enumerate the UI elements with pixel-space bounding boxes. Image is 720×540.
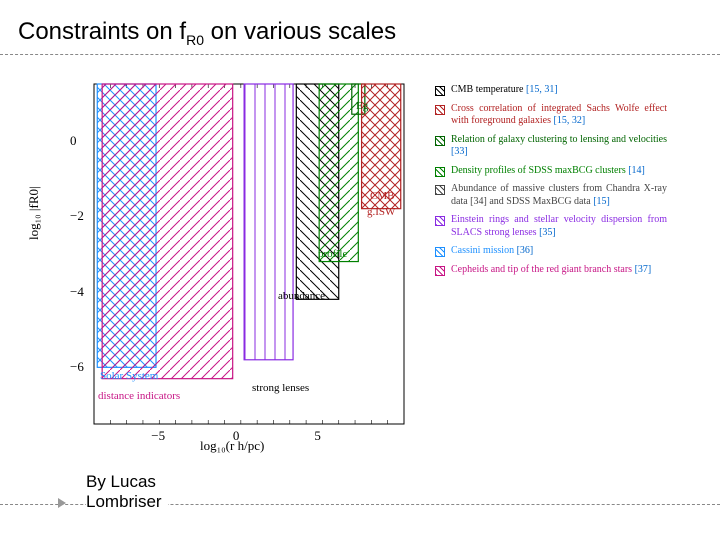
plot-label: strong lenses bbox=[252, 382, 309, 394]
legend-swatch bbox=[435, 247, 445, 257]
plot-svg bbox=[60, 80, 420, 460]
title-suffix: on various scales bbox=[204, 18, 396, 45]
legend-swatch bbox=[435, 167, 445, 177]
y-tick: −4 bbox=[70, 284, 84, 300]
byline: By Lucas Lombriser bbox=[86, 472, 168, 511]
legend-text: Abundance of massive clusters from Chand… bbox=[451, 183, 667, 208]
legend-text: CMB temperature [15, 31] bbox=[451, 84, 667, 97]
legend-text: Relation of galaxy clustering to lensing… bbox=[451, 134, 667, 159]
legend-item: Cepheids and tip of the red giant branch… bbox=[435, 264, 667, 277]
byline-text: By Lucas Lombriser bbox=[86, 472, 162, 511]
legend-item: Cross correlation of integrated Sachs Wo… bbox=[435, 103, 667, 128]
legend-item: Einstein rings and stellar velocity disp… bbox=[435, 214, 667, 239]
legend-swatch bbox=[435, 216, 445, 226]
plot-label: distance indicators bbox=[98, 390, 180, 402]
title-subscript: R0 bbox=[186, 32, 204, 48]
legend-item: Abundance of massive clusters from Chand… bbox=[435, 183, 667, 208]
legend-text: Cassini mission [36] bbox=[451, 245, 667, 258]
y-tick: −2 bbox=[70, 208, 84, 224]
legend-text: Cepheids and tip of the red giant branch… bbox=[451, 264, 667, 277]
legend-swatch bbox=[435, 266, 445, 276]
plot-label: Solar System bbox=[100, 370, 158, 382]
page-title: Constraints on fR0 on various scales bbox=[18, 18, 396, 48]
plot-label: Eg bbox=[356, 100, 368, 112]
legend-text: Einstein rings and stellar velocity disp… bbox=[451, 214, 667, 239]
legend: CMB temperature [15, 31] Cross correlatio… bbox=[435, 84, 667, 282]
legend-item: Relation of galaxy clustering to lensing… bbox=[435, 134, 667, 159]
legend-text: Density profiles of SDSS maxBCG clusters… bbox=[451, 165, 667, 178]
legend-item: CMB temperature [15, 31] bbox=[435, 84, 667, 97]
x-tick: −5 bbox=[151, 428, 165, 444]
legend-swatch bbox=[435, 86, 445, 96]
legend-item: Density profiles of SDSS maxBCG clusters… bbox=[435, 165, 667, 178]
legend-swatch bbox=[435, 105, 445, 115]
legend-item: Cassini mission [36] bbox=[435, 245, 667, 258]
divider-top bbox=[0, 54, 720, 55]
bullet-marker bbox=[58, 498, 66, 508]
plot-label: CMB bbox=[370, 190, 394, 202]
x-tick: 0 bbox=[233, 428, 240, 444]
title-prefix: Constraints on f bbox=[18, 18, 186, 45]
figure-area: log₁₀ |fR0| log₁₀(r h/pc) −505−6−4−20 CM… bbox=[60, 80, 670, 470]
y-axis-label: log₁₀ |fR0| bbox=[26, 186, 42, 240]
plot-label: abundance bbox=[278, 290, 325, 302]
legend-swatch bbox=[435, 185, 445, 195]
y-tick: −6 bbox=[70, 359, 84, 375]
legend-swatch bbox=[435, 136, 445, 146]
x-tick: 5 bbox=[314, 428, 321, 444]
legend-text: Cross correlation of integrated Sachs Wo… bbox=[451, 103, 667, 128]
plot-label: profile bbox=[318, 248, 347, 260]
plot-label: g.ISW bbox=[367, 206, 395, 218]
y-tick: 0 bbox=[70, 133, 77, 149]
